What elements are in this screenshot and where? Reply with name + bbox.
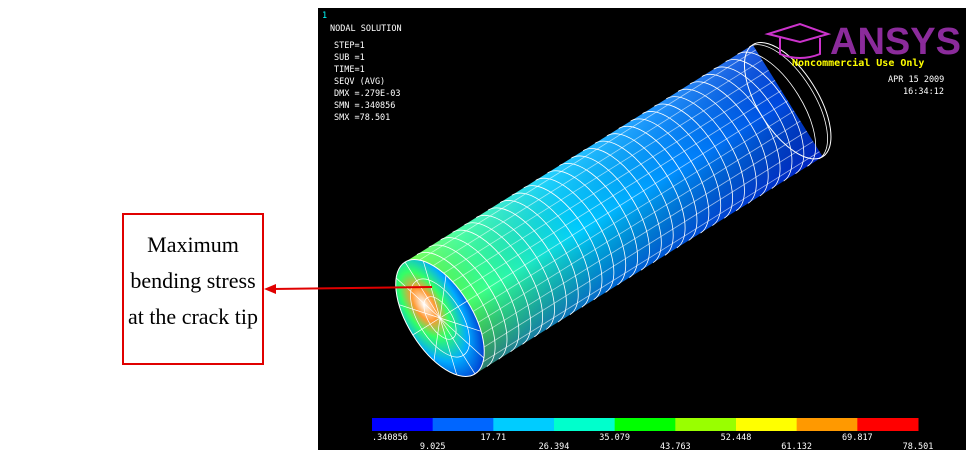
legend-label: .340856 (372, 433, 408, 443)
figure: 1 NODAL SOLUTION STEP=1 SUB =1 TIME=1 SEQV … (0, 0, 966, 450)
legend-swatch (857, 418, 918, 431)
annotation-text: at the crack tip (128, 304, 258, 329)
annotation-text: Maximum (147, 232, 239, 257)
legend-swatch (615, 418, 676, 431)
logo: ANSYS (830, 21, 961, 63)
legend-label: 17.71 (481, 433, 507, 443)
legend-swatch (554, 418, 615, 431)
window-title: NODAL SOLUTION (330, 24, 402, 34)
legend-label: 52.448 (721, 433, 752, 443)
info-line: DMX =.279E-03 (334, 89, 401, 99)
window-number: 1 (322, 11, 327, 21)
legend-label: 69.817 (842, 433, 873, 443)
legend-label: 35.079 (599, 433, 630, 443)
license: Noncommercial Use Only (792, 57, 924, 69)
info-line: STEP=1 (334, 41, 365, 51)
legend-label: 43.763 (660, 442, 691, 450)
legend-label: 9.025 (420, 442, 446, 450)
legend-label: 26.394 (539, 442, 570, 450)
info-line: SUB =1 (334, 53, 365, 63)
legend-swatch (797, 418, 858, 431)
info-line: SEQV (AVG) (334, 77, 385, 87)
date: APR 15 2009 (888, 75, 944, 85)
legend-label: 61.132 (781, 442, 812, 450)
legend-swatch (493, 418, 554, 431)
time: 16:34:12 (903, 87, 944, 97)
legend-swatch (675, 418, 736, 431)
legend-swatch (433, 418, 494, 431)
annotation-text: bending stress (130, 268, 255, 293)
arrow-head (264, 284, 276, 294)
info-line: TIME=1 (334, 65, 365, 75)
legend-swatch (372, 418, 433, 431)
info-line: SMN =.340856 (334, 101, 395, 111)
page: 1 NODAL SOLUTION STEP=1 SUB =1 TIME=1 SEQV … (0, 0, 966, 450)
legend-label: 78.501 (903, 442, 934, 450)
legend-swatch (736, 418, 797, 431)
info-line: SMX =78.501 (334, 113, 390, 123)
